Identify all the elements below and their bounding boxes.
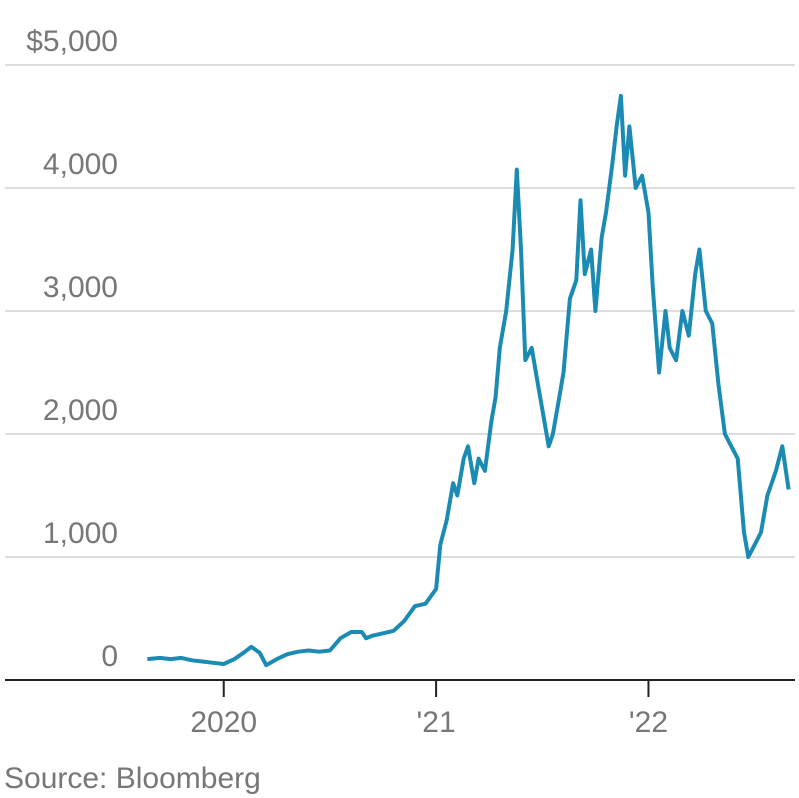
y-tick-label: 0: [101, 640, 118, 673]
x-tick-label: 2020: [190, 706, 257, 739]
source: Source: Bloomberg: [4, 762, 261, 795]
y-tick-label: $5,000: [26, 25, 118, 58]
y-tick-label: 1,000: [43, 517, 118, 550]
price-line: [147, 93, 791, 668]
y-tick-label: 4,000: [43, 148, 118, 181]
y-tick-label: 2,000: [43, 394, 118, 427]
y-tick-label: 3,000: [43, 271, 118, 304]
x-tick-label: '22: [629, 706, 668, 739]
x-tick-label: '21: [417, 706, 456, 739]
